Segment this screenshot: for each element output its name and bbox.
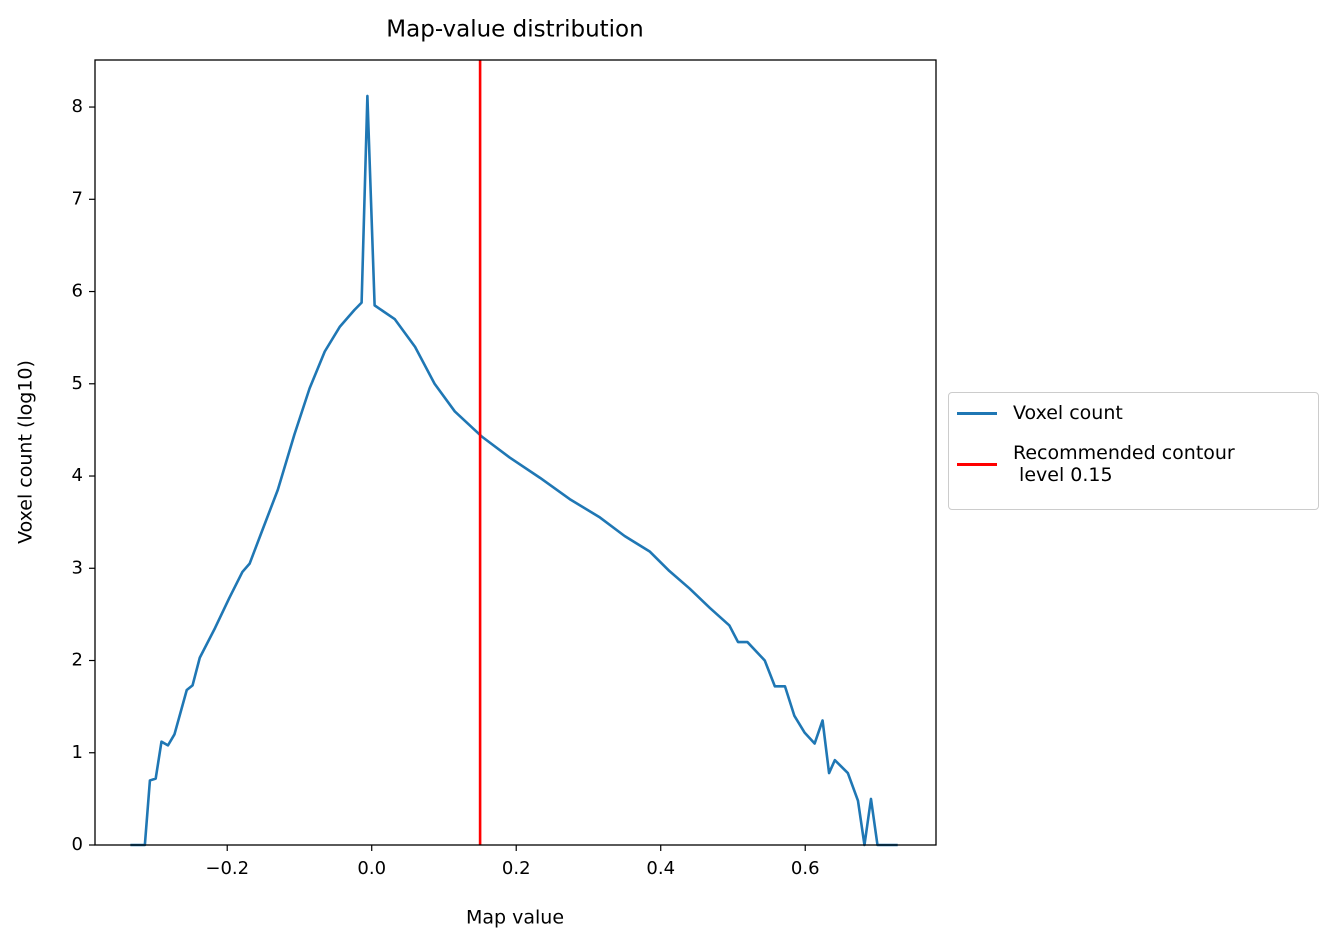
plot-frame: [94, 59, 937, 846]
y-tick-label: 4: [72, 465, 83, 486]
x-axis-label: Map value: [466, 907, 564, 929]
legend-label: Recommended contour level 0.15: [1013, 442, 1235, 486]
y-tick-label: 7: [72, 188, 83, 209]
y-tick-label: 0: [72, 834, 83, 855]
y-tick-label: 1: [72, 742, 83, 763]
legend-entry: Voxel count: [957, 402, 1123, 425]
y-tick-label: 8: [72, 96, 83, 117]
x-tick-label: 0.4: [646, 858, 675, 879]
y-tick-label: 6: [72, 281, 83, 302]
y-tick-label: 2: [72, 650, 83, 671]
legend-swatch: [957, 463, 997, 467]
legend-entry: Recommended contour level 0.15: [957, 442, 1235, 487]
x-tick-label: 0.0: [357, 858, 386, 879]
x-tick-label: 0.6: [791, 858, 820, 879]
x-tick-label: 0.2: [502, 858, 531, 879]
legend: Voxel count Recommended contour level 0.1…: [948, 392, 1319, 510]
x-tick-label: −0.2: [205, 858, 249, 879]
y-tick-label: 5: [72, 373, 83, 394]
chart-title: Map-value distribution: [386, 17, 643, 43]
y-axis-label: Voxel count (log10): [15, 360, 37, 544]
legend-label: Voxel count: [1013, 402, 1123, 424]
y-tick-label: 3: [72, 557, 83, 578]
legend-swatch: [957, 412, 997, 416]
data-line: [130, 94, 898, 847]
